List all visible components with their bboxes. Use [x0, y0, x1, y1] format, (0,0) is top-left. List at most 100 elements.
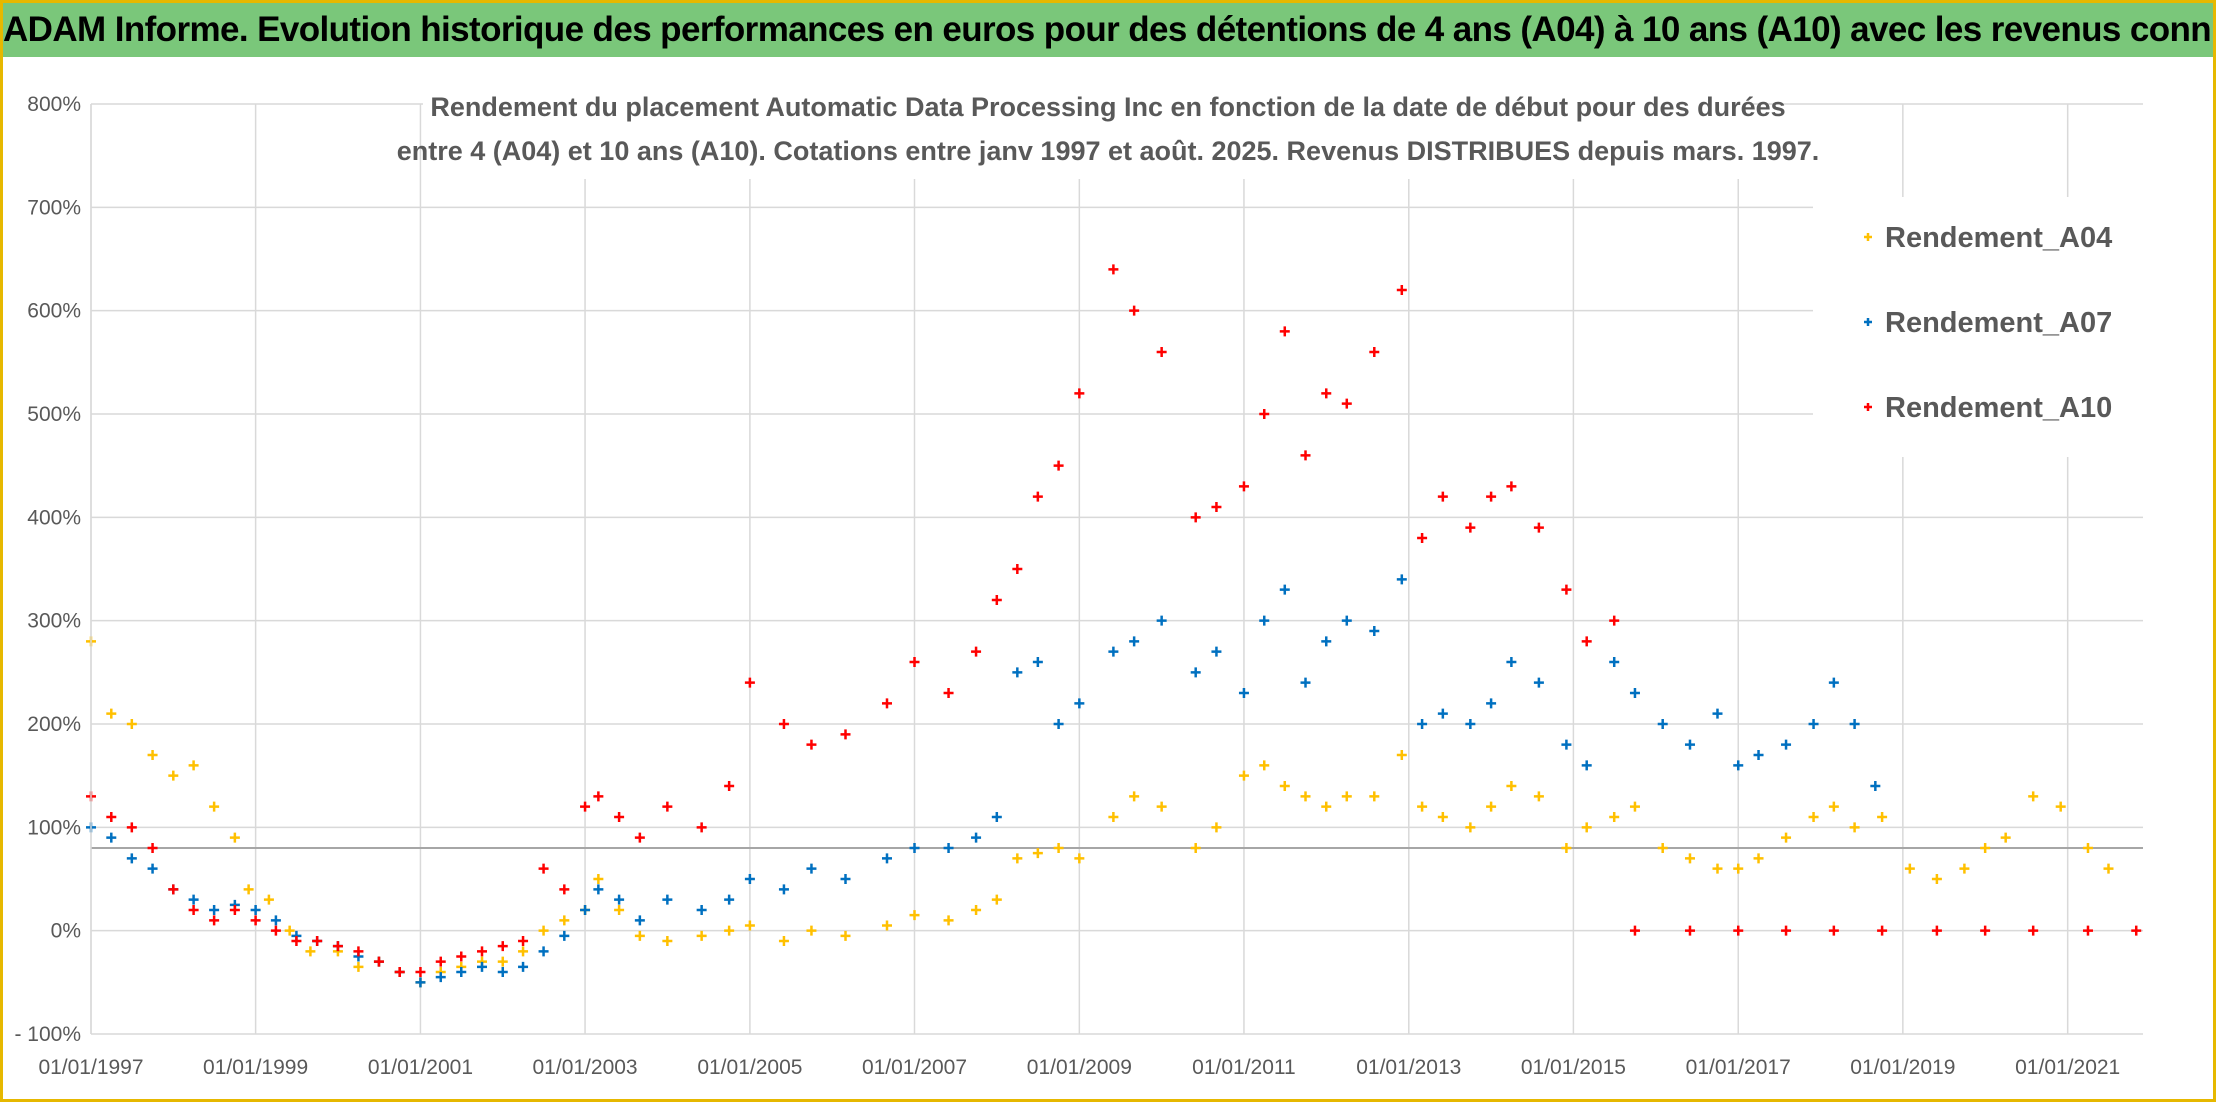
data-point — [209, 915, 220, 926]
data-point — [1108, 264, 1119, 275]
data-point — [1156, 347, 1167, 357]
data-point — [724, 894, 735, 905]
data-point — [1190, 512, 1201, 523]
data-point — [2028, 925, 2039, 936]
data-point — [1465, 522, 1476, 533]
data-point — [270, 925, 281, 936]
data-point — [662, 936, 673, 946]
data-point — [1684, 925, 1695, 936]
x-tick-label: 01/01/1997 — [38, 1056, 143, 1079]
data-point — [559, 884, 570, 895]
data-point — [1012, 564, 1023, 574]
y-tick-label: 0% — [51, 920, 81, 943]
data-point — [497, 941, 508, 952]
data-point — [744, 920, 755, 931]
data-point — [1417, 801, 1428, 812]
data-point — [1733, 925, 1744, 936]
data-point — [1417, 533, 1428, 543]
data-point — [1828, 925, 1839, 936]
data-point — [497, 967, 508, 977]
data-point — [1437, 812, 1448, 822]
data-point — [1506, 657, 1517, 667]
data-point — [1712, 863, 1723, 874]
data-point — [1609, 657, 1620, 667]
data-point — [1657, 843, 1668, 853]
data-point — [1781, 832, 1792, 843]
data-point — [126, 853, 137, 864]
x-tick-label: 01/01/2015 — [1521, 1056, 1626, 1079]
data-point — [106, 832, 117, 843]
x-tick-label: 01/01/2007 — [862, 1056, 967, 1079]
data-point — [1629, 801, 1640, 812]
x-tick-label: 01/01/2009 — [1027, 1056, 1132, 1079]
data-point — [1321, 801, 1332, 812]
data-point — [1321, 636, 1332, 647]
data-point — [270, 915, 281, 926]
data-point — [1877, 925, 1888, 936]
data-point — [1753, 750, 1764, 760]
data-point — [1533, 791, 1544, 802]
data-point — [1279, 781, 1290, 791]
data-point — [1129, 305, 1140, 316]
data-point — [696, 905, 707, 915]
data-point — [1211, 646, 1222, 657]
data-point — [1781, 739, 1792, 750]
data-point — [909, 910, 920, 921]
data-point — [1959, 863, 1970, 874]
axes: - 100% 0% 100% 200% 300% 400% 500% 600% 700% 800%… — [14, 93, 2120, 1079]
legend-entry: Rendement_A07 — [1885, 307, 2112, 339]
data-point — [1828, 677, 1839, 688]
x-tick-label: 01/01/2005 — [697, 1056, 802, 1079]
data-point — [1300, 677, 1311, 688]
x-tick-label: 01/01/1999 — [203, 1056, 308, 1079]
data-point — [1533, 522, 1544, 533]
data-point — [1561, 843, 1572, 853]
y-tick-label: 500% — [27, 403, 81, 426]
data-point — [662, 801, 673, 812]
data-point — [1506, 781, 1517, 791]
data-point — [1486, 698, 1497, 709]
data-point — [662, 894, 673, 905]
y-tick-label: 300% — [27, 610, 81, 633]
data-point — [881, 698, 892, 709]
x-tick-label: 01/01/2021 — [2015, 1056, 2120, 1079]
data-point — [1190, 667, 1201, 678]
data-point — [435, 956, 446, 967]
data-point — [1828, 801, 1839, 812]
data-point — [614, 905, 625, 915]
data-point — [971, 905, 982, 915]
data-point — [1870, 781, 1881, 791]
data-point — [1053, 719, 1064, 729]
data-point — [1032, 491, 1043, 502]
data-point — [250, 915, 261, 926]
data-point — [1321, 388, 1332, 399]
x-tick-label: 01/01/2011 — [1192, 1056, 1296, 1079]
data-point — [1211, 822, 1222, 833]
data-point — [1369, 347, 1380, 357]
data-point — [1465, 822, 1476, 833]
data-point — [1053, 843, 1064, 853]
y-tick-label: 200% — [27, 713, 81, 736]
data-point — [1877, 812, 1888, 822]
data-point — [1417, 719, 1428, 729]
data-point — [724, 925, 735, 936]
data-point — [840, 729, 851, 740]
data-point — [806, 739, 817, 750]
data-point — [188, 905, 199, 915]
data-point — [435, 972, 446, 983]
data-point — [2055, 801, 2066, 812]
data-point — [991, 812, 1002, 822]
data-point — [1259, 409, 1270, 419]
data-point — [1012, 667, 1023, 678]
data-point — [1341, 615, 1352, 626]
data-point — [312, 936, 323, 946]
data-point — [1369, 791, 1380, 802]
data-point — [1808, 719, 1819, 729]
data-point — [778, 719, 789, 729]
data-point — [168, 770, 179, 781]
data-point — [1486, 801, 1497, 812]
data-point — [1781, 925, 1792, 936]
data-point — [229, 905, 240, 915]
data-point — [1300, 450, 1311, 461]
